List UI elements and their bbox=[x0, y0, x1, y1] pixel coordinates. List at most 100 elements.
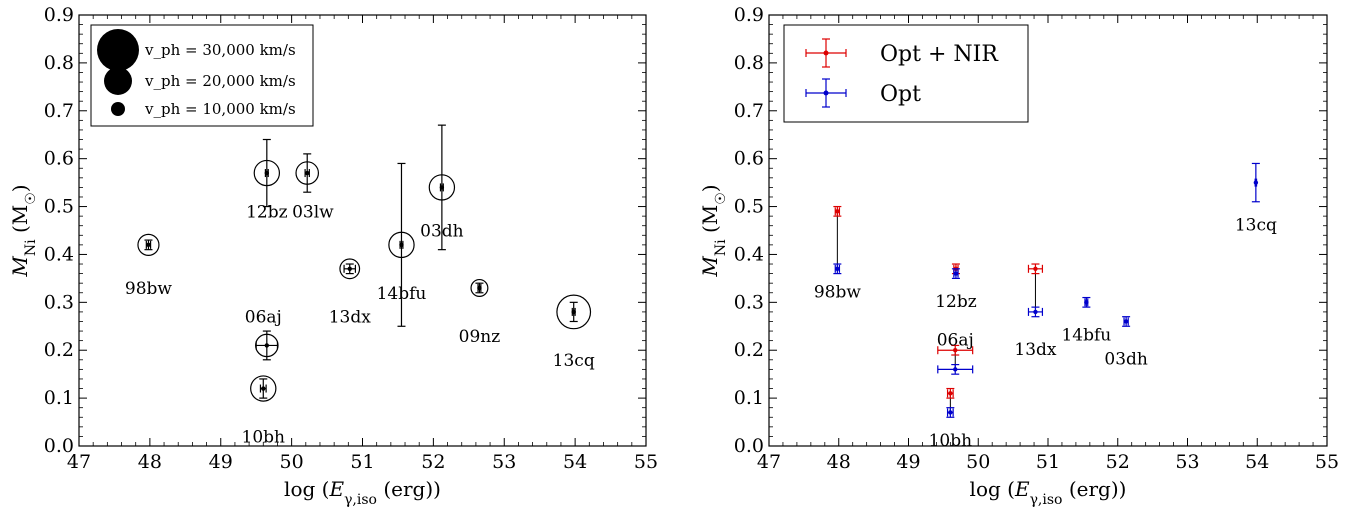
opt-14bfu-marker bbox=[1084, 300, 1089, 305]
x-tick-label: 50 bbox=[966, 451, 990, 473]
sn-label-13cq: 13cq bbox=[1235, 216, 1277, 236]
x-tick-label: 48 bbox=[138, 451, 162, 473]
y-tick-label: 0.8 bbox=[44, 52, 74, 74]
velocity-circle-13dx bbox=[339, 258, 361, 280]
x-tick-label: 55 bbox=[1315, 451, 1339, 473]
sn-label-14bfu: 14bfu bbox=[377, 284, 427, 304]
opt-10bh-marker bbox=[948, 410, 953, 415]
x-tick-label: 48 bbox=[827, 451, 851, 473]
sn-label-98bw: 98bw bbox=[814, 283, 862, 303]
y-tick-label: 0.3 bbox=[734, 291, 764, 313]
y-tick-label: 0.1 bbox=[734, 387, 764, 409]
y-tick-label: 0.4 bbox=[734, 243, 764, 265]
sn-label-03dh: 03dh bbox=[1104, 350, 1148, 370]
legend-marker-20k bbox=[104, 67, 132, 95]
sn-label-03dh: 03dh bbox=[420, 222, 464, 242]
sn-label-10bh: 10bh bbox=[929, 431, 973, 451]
y-tick-label: 0.4 bbox=[44, 243, 74, 265]
x-tick-label: 49 bbox=[896, 451, 920, 473]
x-tick-label: 51 bbox=[350, 451, 374, 473]
opt-06aj-marker bbox=[953, 367, 958, 372]
point-09nz-marker bbox=[477, 285, 482, 291]
legend-label: Opt + NIR bbox=[880, 42, 999, 67]
legend-marker-30k bbox=[97, 29, 139, 71]
sn-label-09nz: 09nz bbox=[459, 327, 501, 347]
opt-nir-06aj-marker bbox=[953, 348, 958, 353]
opt-98bw-marker bbox=[835, 266, 840, 272]
y-tick-label: 0.2 bbox=[44, 339, 74, 361]
left-panel: 47 48 49 50 51 52 53 54 55 0.0 0.1 0.2 0.3 0.4 0.5 0.6 0… bbox=[8, 4, 658, 508]
sn-label-13cq: 13cq bbox=[553, 351, 595, 371]
point-13cq-marker bbox=[571, 309, 576, 315]
y-tick-label: 0.0 bbox=[734, 435, 764, 457]
y-axis-label: MNi (M☉) bbox=[698, 184, 729, 277]
opt-03dh-marker bbox=[1123, 319, 1129, 324]
velocity-circle-98bw bbox=[137, 233, 160, 256]
legend-label: v_ph = 30,000 km/s bbox=[144, 41, 296, 59]
opt-nir-10bh-marker bbox=[948, 391, 953, 396]
x-tick-label: 50 bbox=[280, 451, 304, 473]
x-axis-label: log (Eγ,iso (erg)) bbox=[284, 477, 441, 508]
y-tick-label: 0.5 bbox=[44, 196, 74, 218]
sn-label-10bh: 10bh bbox=[242, 427, 286, 447]
legend-marker-dot bbox=[823, 50, 829, 56]
point-03lw-marker bbox=[305, 170, 310, 176]
opt-12bz-marker bbox=[953, 271, 959, 276]
legend-marker-dot bbox=[823, 90, 829, 96]
legend-marker-10k bbox=[111, 102, 125, 116]
x-tick-label: 54 bbox=[1245, 451, 1269, 473]
point-13dx-marker bbox=[347, 266, 352, 272]
y-tick-label: 0.5 bbox=[734, 196, 764, 218]
y-tick-label: 0.2 bbox=[734, 339, 764, 361]
right-panel: 47 48 49 50 51 52 53 54 55 0.0 0.1 0.2 0.3 0.4 0.5 0.6 0… bbox=[698, 4, 1339, 508]
point-03dh-marker bbox=[439, 185, 445, 190]
x-tick-label: 52 bbox=[1106, 451, 1130, 473]
x-tick-label: 53 bbox=[1175, 451, 1199, 473]
velocity-circle-13cq bbox=[556, 294, 592, 330]
x-tick-label: 47 bbox=[67, 451, 91, 473]
y-tick-label: 0.6 bbox=[734, 148, 764, 170]
point-12bz-marker bbox=[264, 170, 270, 176]
x-tick-label: 51 bbox=[1036, 451, 1060, 473]
x-axis-label: log (Eγ,iso (erg)) bbox=[970, 477, 1127, 508]
opt-13dx-marker bbox=[1033, 309, 1038, 315]
sn-label-06aj: 06aj bbox=[245, 308, 282, 328]
opt-13cq-marker bbox=[1253, 180, 1259, 185]
y-tick-label: 0.0 bbox=[44, 435, 74, 457]
sn-label-13dx: 13dx bbox=[1014, 340, 1057, 360]
legend-label: v_ph = 20,000 km/s bbox=[144, 72, 296, 90]
y-tick-label: 0.9 bbox=[734, 4, 764, 26]
legend-label: v_ph = 10,000 km/s bbox=[144, 100, 296, 118]
y-tick-label: 0.8 bbox=[734, 52, 764, 74]
sn-label-13dx: 13dx bbox=[329, 308, 372, 328]
sn-label-98bw: 98bw bbox=[125, 279, 173, 299]
legend-label: Opt bbox=[880, 82, 921, 107]
sn-label-12bz: 12bz bbox=[935, 292, 977, 312]
x-tick-label: 54 bbox=[563, 451, 587, 473]
velocity-circle-10bh bbox=[250, 375, 277, 402]
y-tick-label: 0.3 bbox=[44, 291, 74, 313]
y-tick-label: 0.1 bbox=[44, 387, 74, 409]
y-tick-label: 0.6 bbox=[44, 148, 74, 170]
velocity-circle-09nz bbox=[470, 278, 489, 297]
x-tick-label: 47 bbox=[757, 451, 781, 473]
point-06aj-marker bbox=[264, 343, 270, 348]
sn-label-06aj: 06aj bbox=[937, 330, 974, 350]
y-tick-label: 0.7 bbox=[44, 100, 74, 122]
point-98bw-marker bbox=[146, 242, 151, 248]
sn-label-14bfu: 14bfu bbox=[1061, 326, 1111, 346]
x-tick-label: 53 bbox=[492, 451, 516, 473]
opt-nir-13dx-marker bbox=[1033, 266, 1038, 272]
y-tick-label: 0.9 bbox=[44, 4, 74, 26]
y-tick-label: 0.7 bbox=[734, 100, 764, 122]
x-tick-label: 52 bbox=[421, 451, 445, 473]
y-axis-label: MNi (M☉) bbox=[8, 184, 39, 277]
sn-label-12bz: 12bz bbox=[246, 202, 288, 222]
opt-nir-98bw-marker bbox=[835, 209, 840, 214]
sn-label-03lw: 03lw bbox=[292, 202, 334, 222]
point-10bh-marker bbox=[261, 386, 266, 391]
legend-box bbox=[783, 24, 1029, 123]
point-14bfu-marker bbox=[399, 242, 404, 248]
x-tick-label: 55 bbox=[634, 451, 658, 473]
